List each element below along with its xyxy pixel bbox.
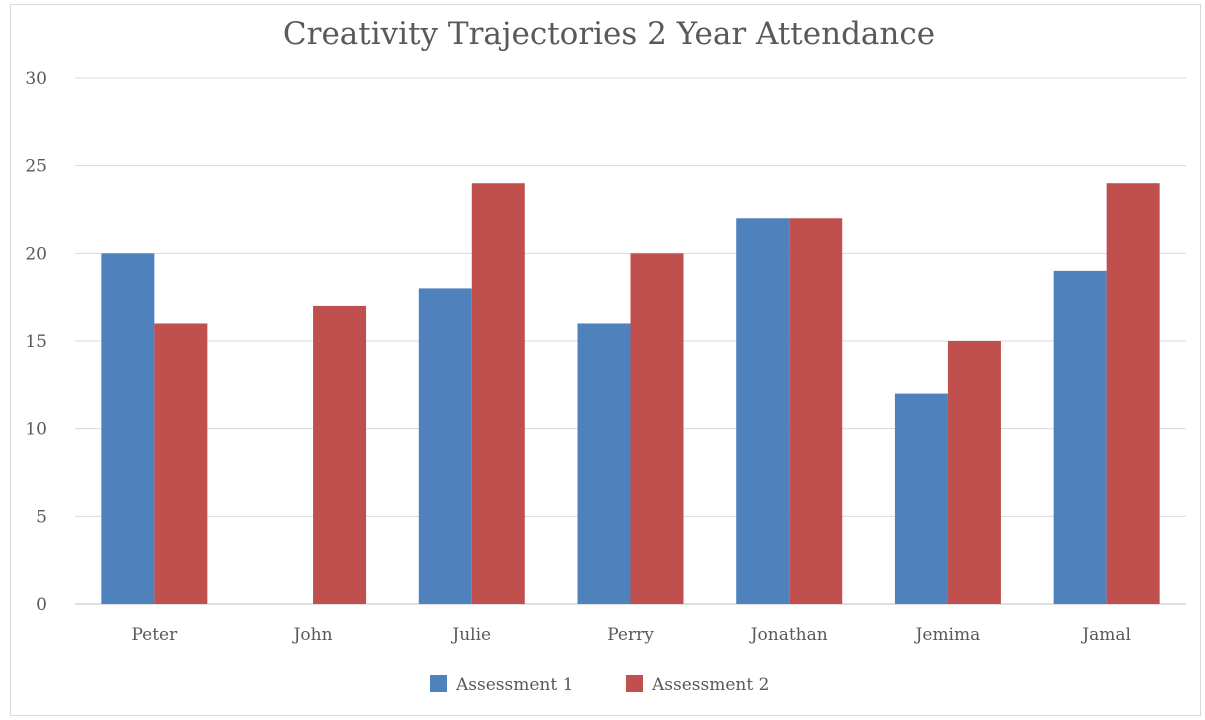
bars: [101, 183, 1160, 605]
y-tick-label: 5: [36, 507, 47, 527]
bar: [471, 183, 525, 604]
bar: [894, 393, 948, 604]
x-category-label: Julie: [450, 625, 491, 645]
bar: [418, 288, 472, 604]
bar: [1106, 183, 1160, 604]
bar: [789, 218, 843, 604]
x-axis: Peter John Julie Perry Jonathan Jemima Jamal: [131, 625, 1130, 645]
x-category-label: Jamal: [1080, 625, 1131, 645]
x-category-label: Perry: [607, 625, 654, 645]
legend-swatch: [626, 675, 643, 692]
bar: [313, 305, 367, 604]
bar: [947, 341, 1001, 604]
y-tick-label: 0: [36, 595, 47, 615]
y-tick-label: 15: [25, 332, 47, 352]
bar: [1053, 270, 1107, 604]
x-category-label: Peter: [131, 625, 178, 645]
x-category-label: John: [292, 625, 333, 645]
y-tick-label: 30: [25, 69, 47, 89]
x-category-label: Jonathan: [749, 625, 828, 645]
bar: [630, 253, 684, 605]
bar: [101, 253, 155, 605]
legend-swatch: [430, 675, 447, 692]
legend-label: Assessment 2: [651, 675, 769, 695]
chart-title: Creativity Trajectories 2 Year Attendanc…: [283, 16, 935, 52]
legend: Assessment 1 Assessment 2: [430, 675, 769, 695]
legend-label: Assessment 1: [455, 675, 573, 695]
y-axis: 0 5 10 15 20 25 30: [25, 69, 47, 615]
bar: [577, 323, 631, 604]
bar: [736, 218, 790, 604]
x-category-label: Jemima: [914, 625, 981, 645]
bar: [154, 323, 208, 604]
y-tick-label: 20: [25, 244, 47, 264]
y-tick-label: 10: [25, 420, 47, 440]
y-tick-label: 25: [25, 157, 47, 177]
